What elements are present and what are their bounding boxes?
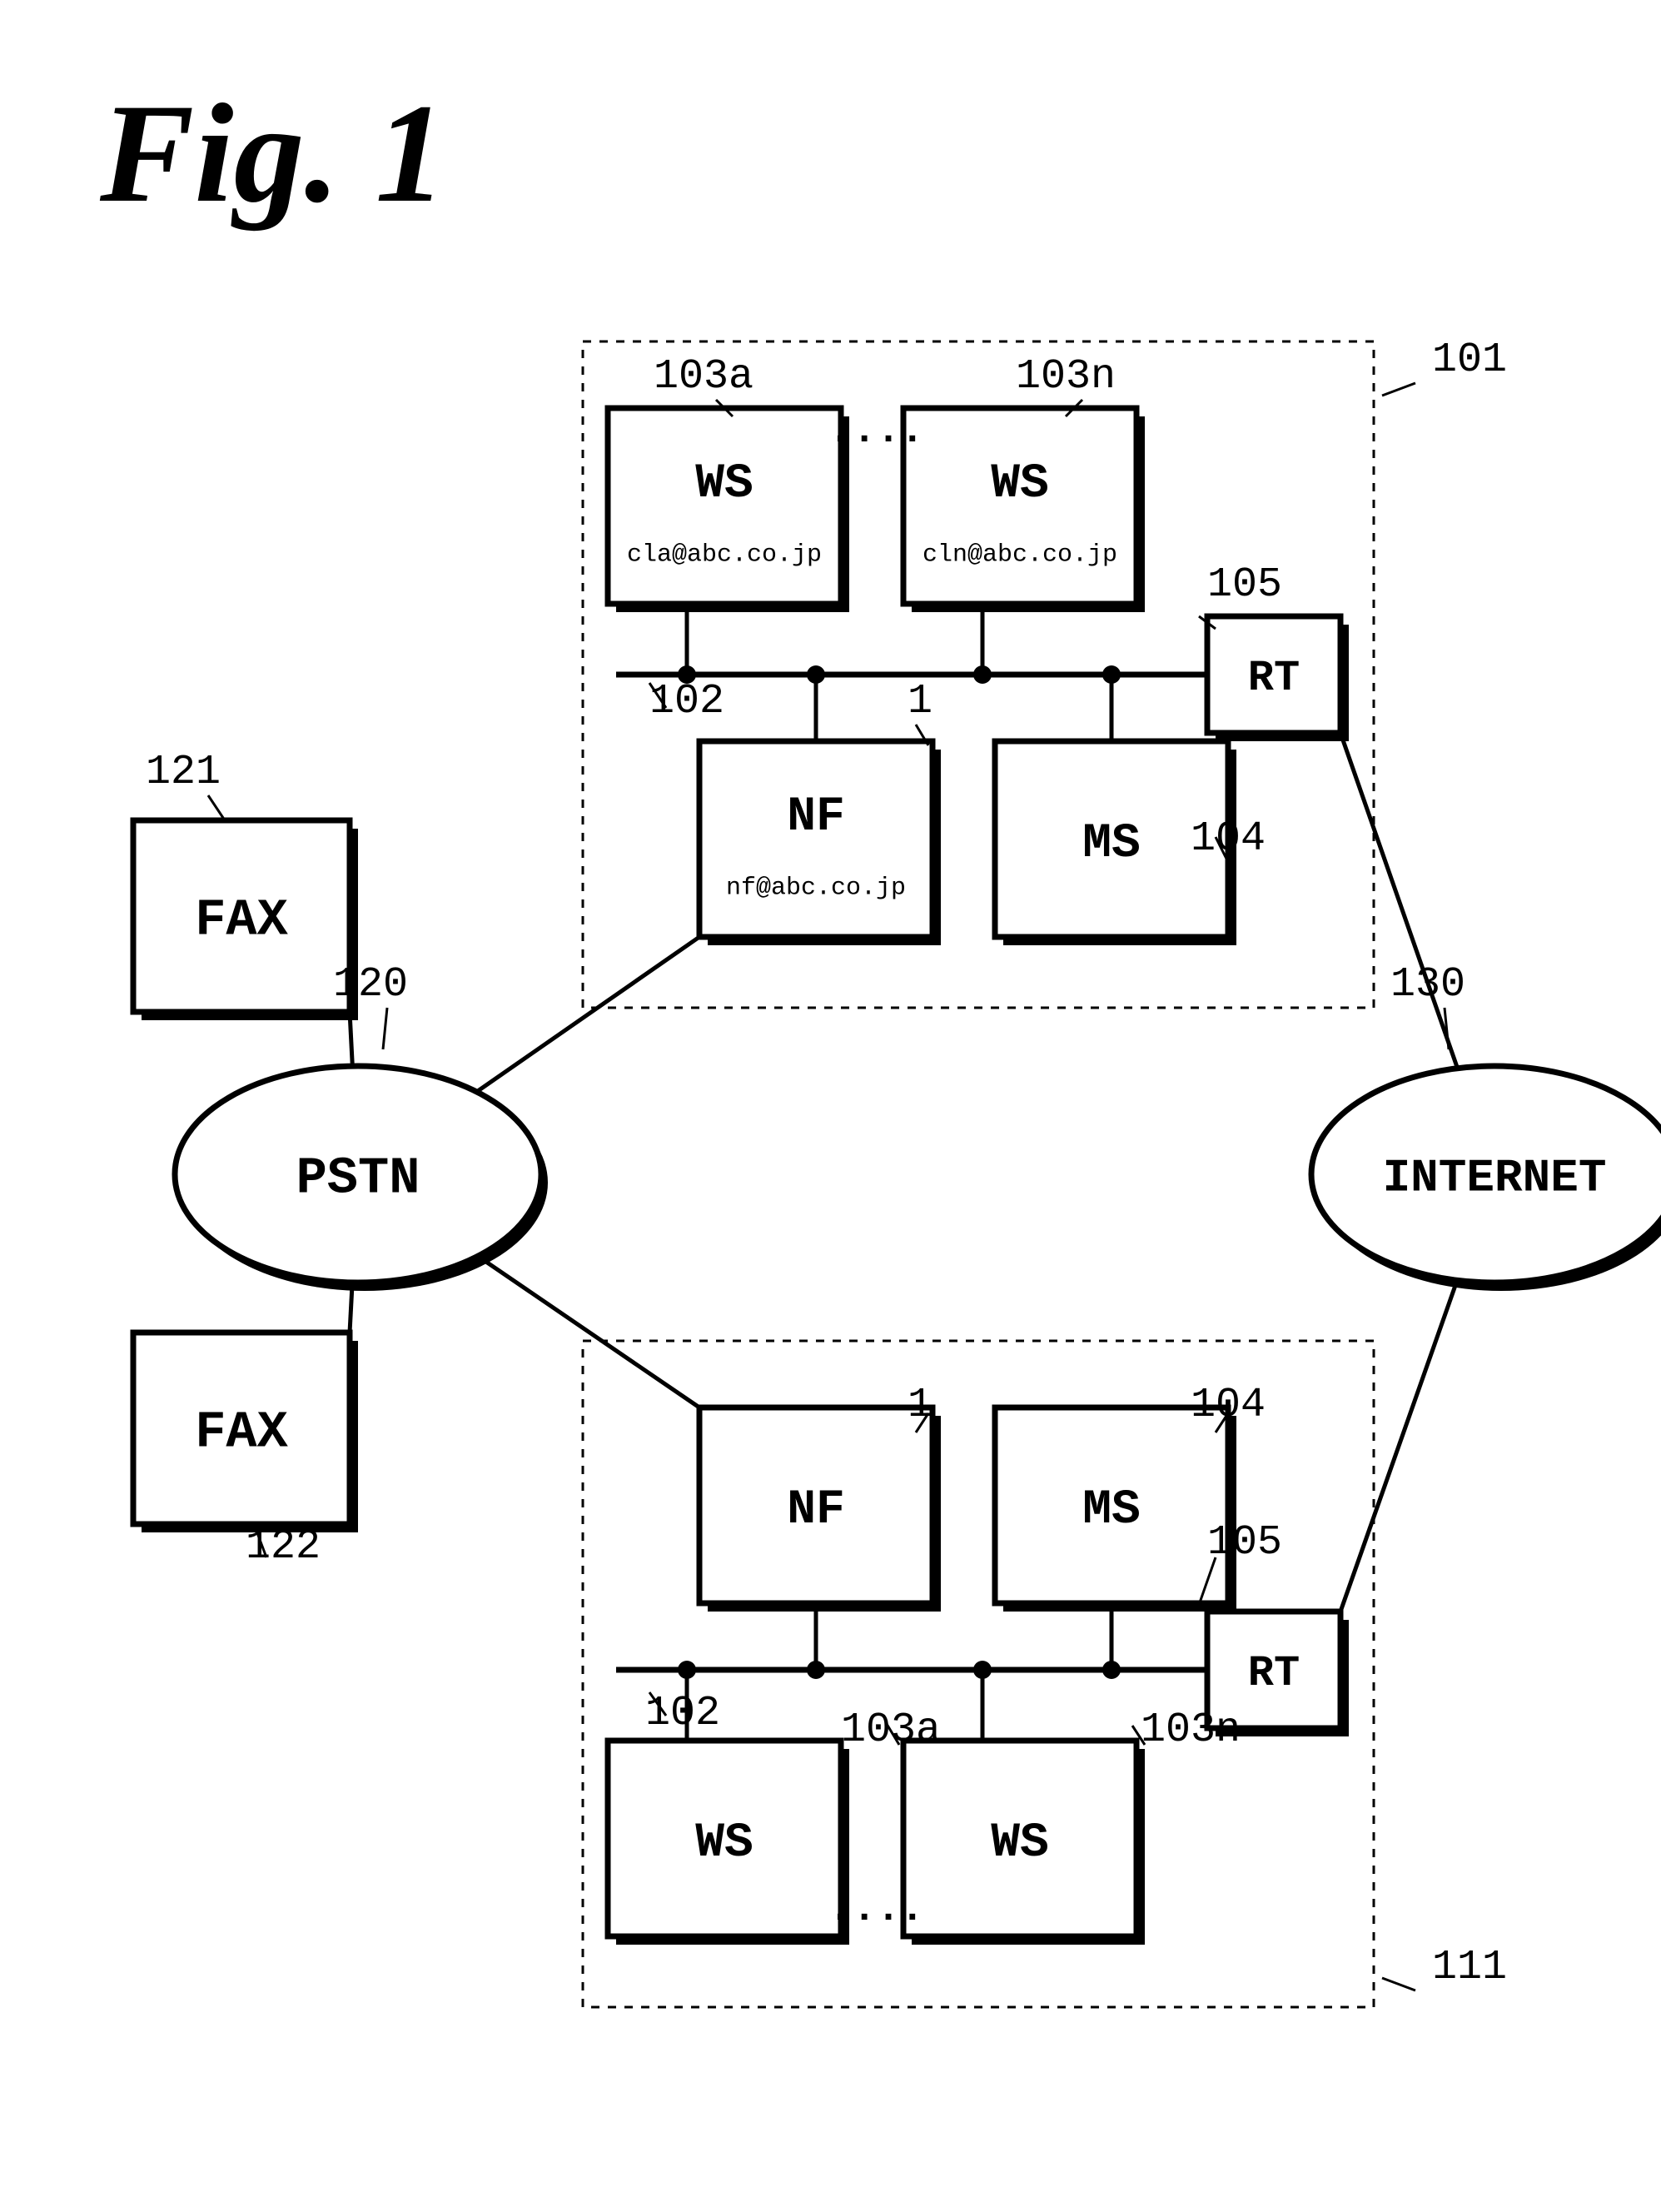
callout-nf1: 1: [908, 678, 932, 725]
dots_ws_bottom: ....: [828, 1887, 924, 1932]
dots_ws_top: ....: [828, 409, 924, 454]
callout-nf2: 1: [908, 1382, 932, 1429]
nf2-label: NF: [787, 1483, 845, 1537]
callout-tick: [208, 795, 225, 820]
callout-tick: [1382, 1978, 1415, 1990]
callout-lan1: 101: [1432, 336, 1507, 384]
callout-tick: [383, 1008, 387, 1049]
link-nf2-pstn: [478, 1256, 699, 1407]
callout-tick: [1382, 383, 1415, 396]
ms2-label: MS: [1082, 1483, 1141, 1537]
bus-junction-dot: [1102, 665, 1121, 684]
callout-bus1: 102: [649, 678, 724, 725]
ws1a-sublabel: cla@abc.co.jp: [627, 541, 822, 569]
callout-rt1: 105: [1207, 561, 1282, 609]
internet-label: INTERNET: [1383, 1152, 1607, 1205]
nf1-label: NF: [787, 790, 845, 844]
callout-rt2: 105: [1207, 1519, 1282, 1567]
callout-internet: 130: [1390, 961, 1465, 1009]
callout-ms1: 104: [1191, 815, 1266, 863]
callout-ms2: 104: [1191, 1382, 1266, 1429]
figure-canvas: PSTN INTERNET FAX FAX WS cla@abc.co.jp WS cln@a…: [0, 0, 1661, 2212]
fax1-label: FAX: [195, 891, 288, 950]
rt1-label: RT: [1248, 654, 1300, 703]
link-nf1-pstn: [476, 937, 699, 1092]
ws1n-label: WS: [991, 457, 1049, 511]
callout-bus2: 102: [645, 1690, 720, 1737]
ws1a-label: WS: [695, 457, 753, 511]
callout-ws1n: 103n: [1016, 353, 1116, 401]
rt2-label: RT: [1248, 1649, 1300, 1698]
nf1-sublabel: nf@abc.co.jp: [726, 874, 906, 902]
pstn-label: PSTN: [296, 1149, 420, 1208]
ws2n-label: WS: [991, 1816, 1049, 1871]
callout-ws2a: 103a: [841, 1706, 941, 1754]
callout-ws2n: 103n: [1141, 1706, 1241, 1754]
fax2-label: FAX: [195, 1403, 288, 1462]
callout-ws1a: 103a: [654, 353, 753, 401]
callout-pstn: 120: [333, 961, 408, 1009]
bus-junction-dot: [678, 1661, 696, 1679]
figure-title: Fig. 1: [100, 72, 446, 235]
bus-junction-dot: [973, 1661, 992, 1679]
link-rt2-internet: [1340, 1280, 1457, 1612]
callout-fax1: 121: [146, 749, 221, 796]
link-rt1-internet: [1340, 733, 1458, 1069]
ms1-label: MS: [1082, 817, 1141, 871]
bus-junction-dot: [807, 665, 825, 684]
callout-fax2: 122: [246, 1523, 321, 1571]
ws1n-sublabel: cln@abc.co.jp: [923, 541, 1117, 569]
bus-junction-dot: [1102, 1661, 1121, 1679]
ws2a-label: WS: [695, 1816, 753, 1871]
bus-junction-dot: [973, 665, 992, 684]
bus-junction-dot: [807, 1661, 825, 1679]
callout-lan2: 111: [1432, 1944, 1507, 1991]
